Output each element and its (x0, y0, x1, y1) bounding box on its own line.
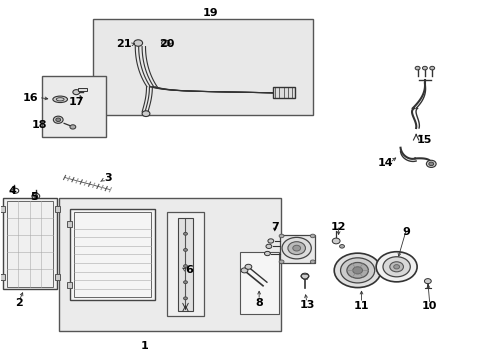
Bar (0, 274, 5, 280)
Circle shape (426, 160, 435, 167)
Text: 19: 19 (202, 8, 218, 18)
Text: 8: 8 (255, 298, 263, 308)
Circle shape (183, 265, 187, 267)
Text: 13: 13 (299, 300, 314, 310)
Circle shape (340, 258, 374, 283)
Circle shape (429, 66, 434, 70)
Circle shape (70, 125, 76, 129)
Circle shape (134, 40, 142, 46)
Circle shape (310, 234, 315, 238)
Circle shape (265, 244, 271, 248)
Circle shape (142, 111, 150, 117)
Text: 7: 7 (270, 222, 278, 232)
Circle shape (287, 242, 305, 255)
Bar (42, 76, 105, 137)
Circle shape (422, 66, 427, 70)
Circle shape (301, 273, 308, 279)
Circle shape (428, 162, 433, 166)
Text: 18: 18 (32, 120, 47, 130)
Text: 21: 21 (116, 39, 131, 49)
Text: 11: 11 (353, 301, 368, 311)
Text: 17: 17 (68, 97, 84, 107)
Circle shape (267, 239, 273, 243)
Circle shape (264, 251, 270, 256)
Circle shape (34, 195, 38, 198)
Bar (78, 88, 86, 91)
Circle shape (56, 118, 61, 122)
Text: 5: 5 (30, 192, 38, 202)
Text: 20: 20 (159, 39, 174, 49)
Text: 15: 15 (415, 135, 431, 145)
Circle shape (183, 248, 187, 251)
Bar (178, 218, 192, 311)
Bar (67, 221, 72, 226)
Circle shape (382, 257, 409, 277)
Text: 3: 3 (104, 173, 112, 183)
Circle shape (424, 279, 430, 284)
Circle shape (279, 234, 284, 238)
Bar (7, 201, 53, 287)
Text: 6: 6 (184, 265, 192, 275)
Circle shape (241, 268, 247, 273)
Bar (0, 206, 5, 212)
Circle shape (183, 232, 187, 235)
Bar (272, 87, 294, 98)
Bar (93, 19, 312, 116)
Circle shape (414, 66, 419, 70)
Circle shape (352, 267, 362, 274)
Bar (74, 212, 151, 297)
Circle shape (161, 40, 169, 46)
Text: 1: 1 (141, 341, 148, 351)
Circle shape (346, 262, 367, 278)
Ellipse shape (53, 96, 67, 103)
Circle shape (282, 237, 311, 259)
Circle shape (292, 245, 300, 251)
Circle shape (53, 116, 63, 123)
Text: 2: 2 (15, 298, 23, 308)
Circle shape (375, 252, 416, 282)
Circle shape (183, 281, 187, 284)
Circle shape (279, 260, 284, 264)
Circle shape (183, 297, 187, 300)
Bar (239, 252, 278, 315)
Circle shape (331, 238, 339, 244)
Circle shape (389, 262, 403, 272)
Text: 16: 16 (23, 93, 39, 103)
Bar (167, 212, 203, 316)
Bar (70, 209, 155, 300)
Text: 14: 14 (377, 158, 393, 168)
Bar (55, 274, 60, 280)
Bar (59, 198, 281, 330)
Text: 12: 12 (330, 222, 346, 232)
Circle shape (73, 90, 80, 95)
Circle shape (339, 244, 344, 248)
Text: 9: 9 (402, 227, 409, 237)
Bar (279, 234, 314, 263)
Text: 10: 10 (421, 301, 437, 311)
Bar (3, 198, 57, 289)
Circle shape (333, 253, 380, 288)
Bar (67, 282, 72, 288)
Circle shape (310, 260, 315, 264)
Circle shape (244, 264, 251, 269)
Circle shape (393, 265, 399, 269)
Bar (55, 206, 60, 212)
Text: 4: 4 (9, 186, 17, 197)
